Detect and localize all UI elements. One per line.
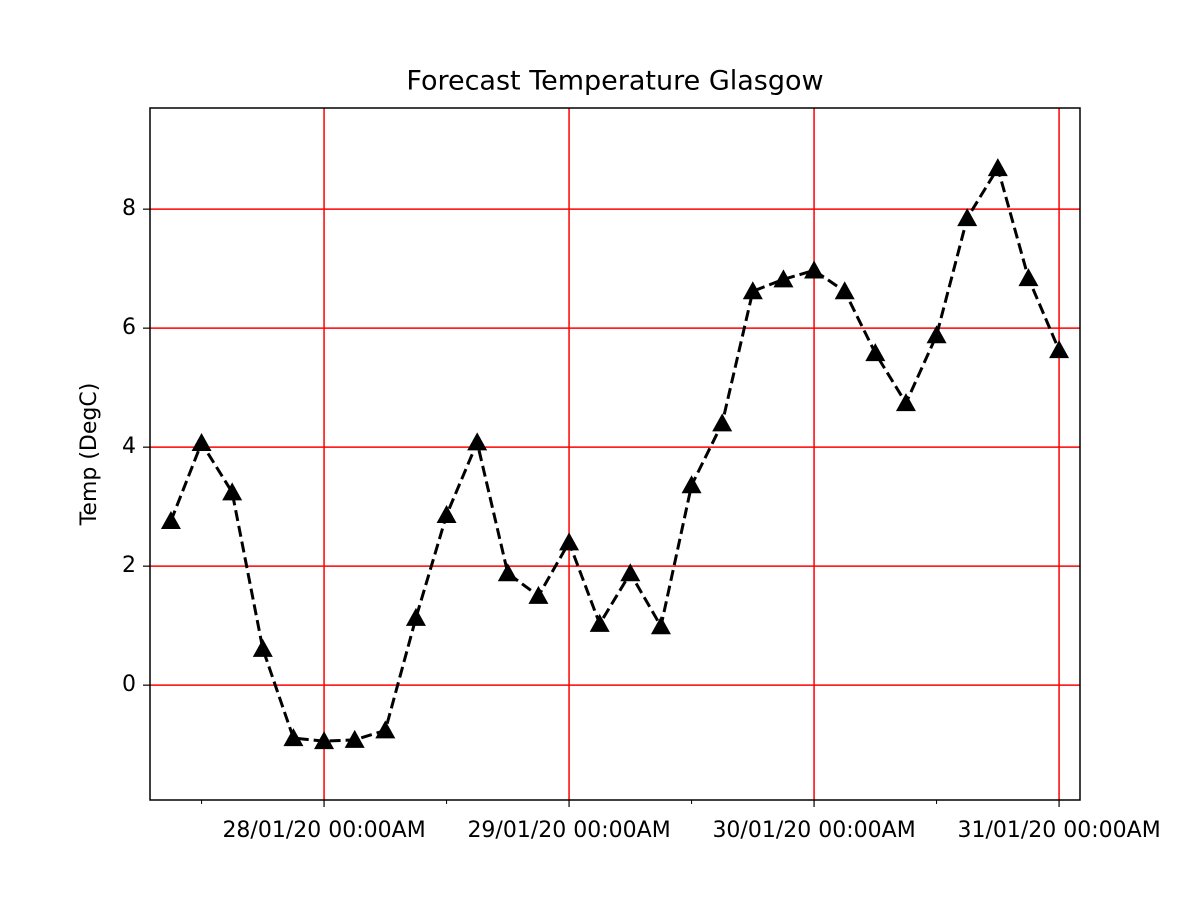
data-point — [773, 269, 794, 288]
data-point — [314, 731, 335, 750]
x-tick-label: 30/01/20 00:00AM — [712, 818, 915, 843]
y-tick-label: 8 — [122, 196, 136, 221]
data-point — [895, 393, 916, 412]
data-point — [375, 720, 396, 739]
data-point — [160, 510, 181, 529]
plot-frame — [149, 107, 1081, 801]
data-point — [834, 281, 855, 300]
data-point — [1018, 268, 1039, 287]
data-point — [804, 260, 825, 279]
data-point — [467, 432, 488, 451]
data-point — [405, 607, 426, 626]
y-tick-label: 6 — [122, 315, 136, 340]
data-point — [957, 208, 978, 227]
x-tick-label: 29/01/20 00:00AM — [467, 818, 670, 843]
x-tick-label: 28/01/20 00:00AM — [222, 818, 425, 843]
y-tick-label: 4 — [122, 434, 136, 459]
data-point — [589, 613, 610, 632]
data-point — [497, 563, 518, 582]
data-point — [926, 325, 947, 344]
data-point — [712, 413, 733, 432]
y-tick-label: 0 — [122, 672, 136, 697]
data-point — [436, 504, 457, 523]
data-point — [222, 482, 243, 501]
y-tick-label: 2 — [122, 553, 136, 578]
data-point — [283, 728, 304, 747]
data-point — [865, 343, 886, 362]
data-point — [252, 638, 273, 657]
x-tick-label: 31/01/20 00:00AM — [957, 818, 1160, 843]
data-point — [681, 475, 702, 494]
data-point — [620, 563, 641, 582]
y-axis-label: Temp (DegC) — [77, 383, 102, 527]
data-point — [559, 532, 580, 551]
data-point — [742, 281, 763, 300]
data-point — [344, 729, 365, 748]
data-point — [987, 158, 1008, 177]
data-point — [528, 585, 549, 604]
data-point — [191, 432, 212, 451]
data-point — [1049, 340, 1070, 359]
chart-title: Forecast Temperature Glasgow — [406, 66, 823, 97]
series-line — [169, 164, 1061, 743]
data-point — [650, 616, 671, 635]
